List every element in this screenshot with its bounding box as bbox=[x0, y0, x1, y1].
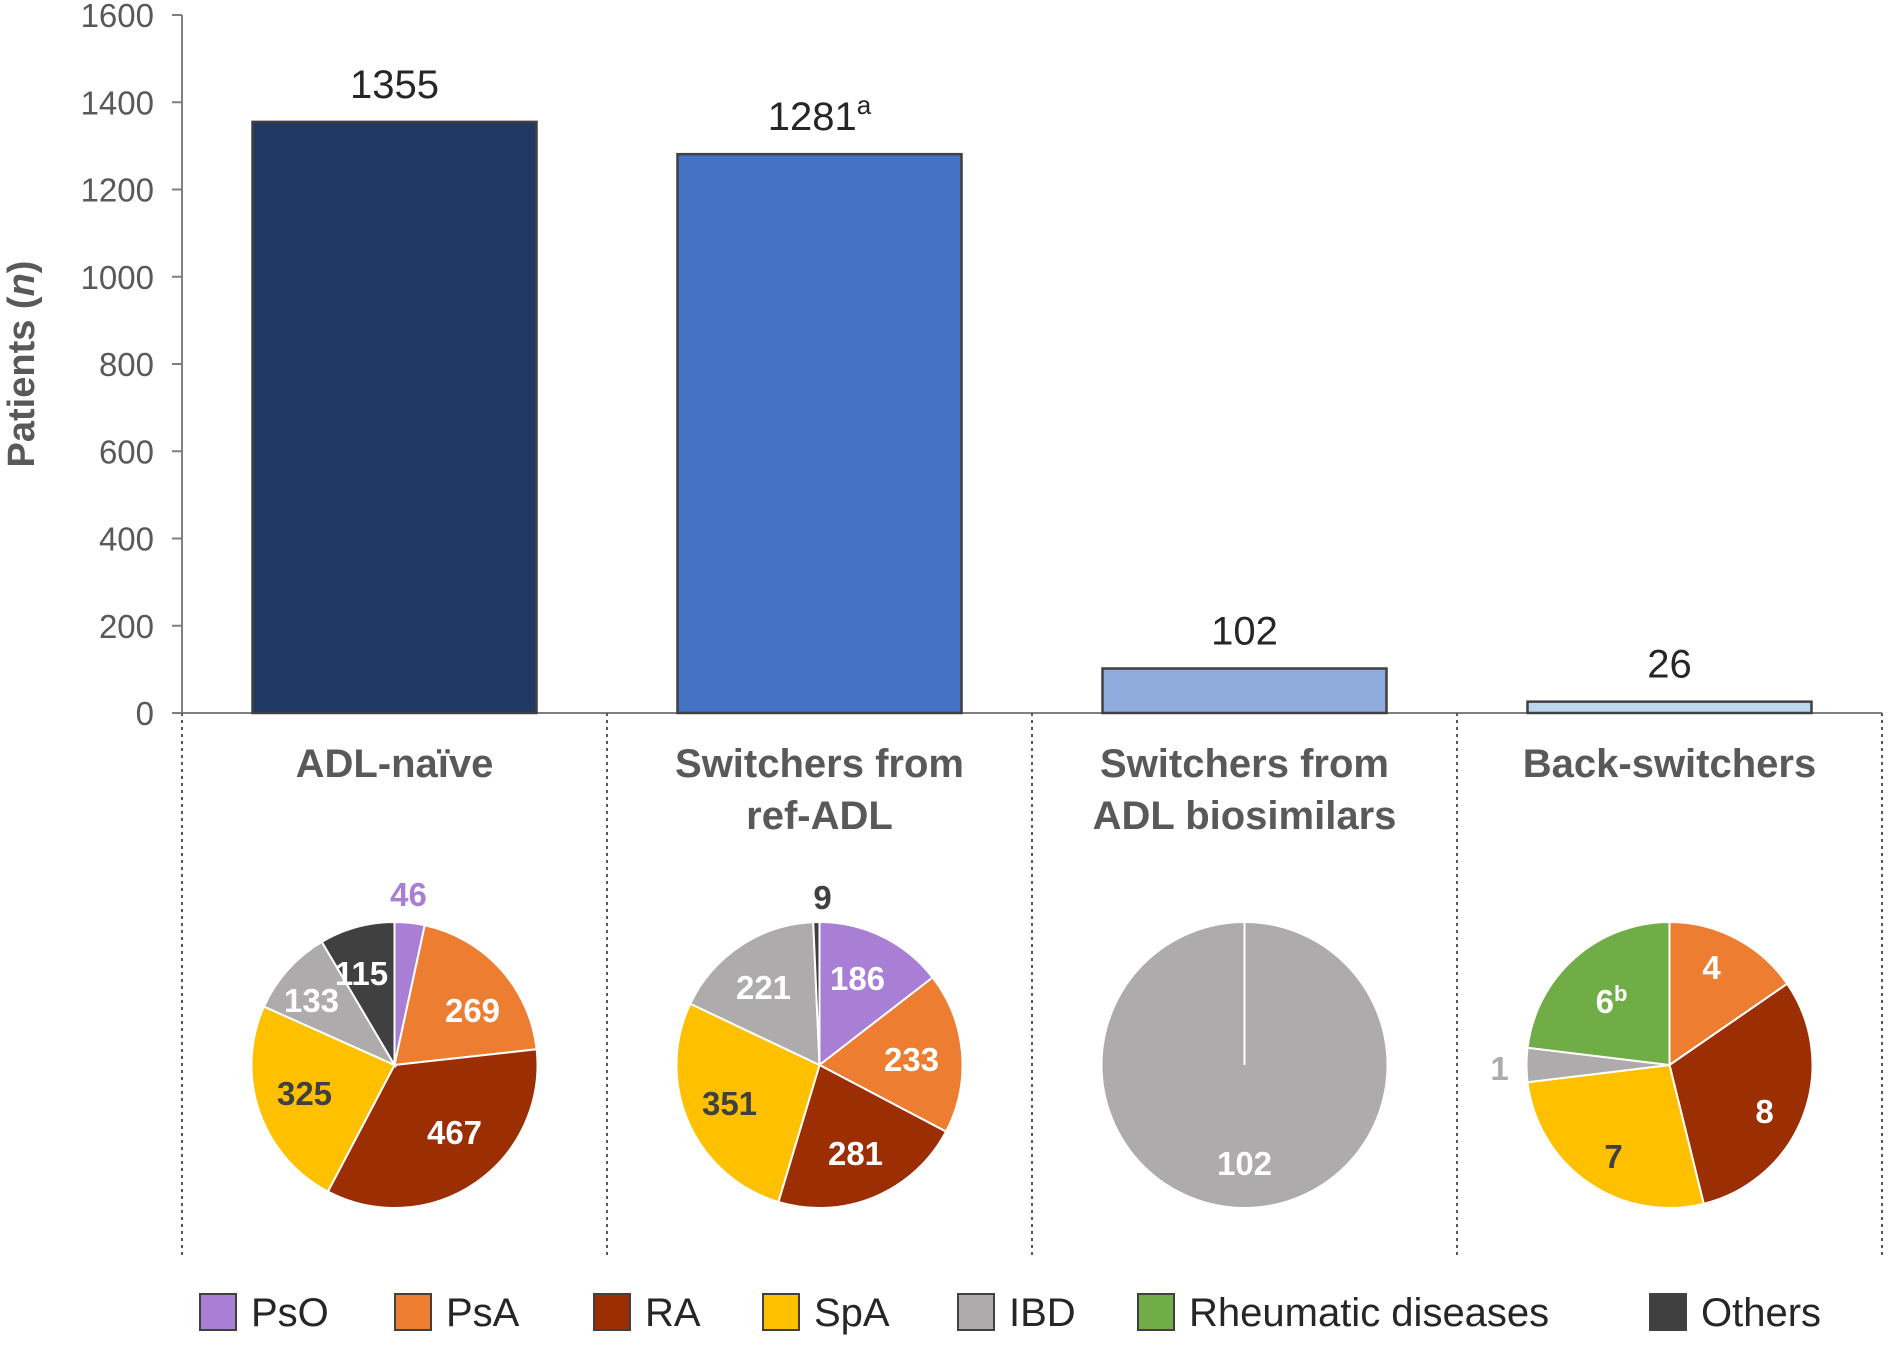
category-title: Switchers from bbox=[675, 742, 964, 786]
pie-slice bbox=[817, 976, 964, 1133]
bar-3 bbox=[1526, 700, 1813, 715]
pie-slice-label: 46 bbox=[390, 876, 427, 913]
bar-value-label: 26 bbox=[1647, 643, 1692, 687]
y-tick-label: 800 bbox=[99, 346, 154, 383]
category-title: ADL biosimilars bbox=[1093, 794, 1397, 838]
pie-slice-label: 351 bbox=[702, 1085, 757, 1122]
pie-slice-label: 133 bbox=[284, 982, 339, 1019]
bar-2 bbox=[1101, 667, 1388, 715]
pie-slice-label: 233 bbox=[884, 1041, 939, 1078]
y-axis-title: Patients (n) bbox=[1, 261, 43, 468]
y-tick-label: 0 bbox=[136, 695, 154, 732]
pie-slice bbox=[1668, 920, 1789, 1067]
pie-slice-label: 4 bbox=[1702, 949, 1721, 986]
category-title: Back-switchers bbox=[1523, 742, 1816, 786]
category-title: Switchers from bbox=[1100, 742, 1389, 786]
pie-slice-label: 221 bbox=[736, 969, 791, 1006]
pie-slice bbox=[393, 924, 538, 1067]
pie-slice bbox=[675, 1002, 821, 1204]
pie-slice bbox=[688, 921, 821, 1067]
pie-slice bbox=[320, 920, 396, 1069]
legend-swatch bbox=[1137, 1293, 1175, 1331]
pie-slice bbox=[262, 940, 397, 1068]
legend-swatch bbox=[394, 1293, 432, 1331]
pie-slice bbox=[812, 920, 821, 1066]
y-tick-label: 1600 bbox=[81, 0, 154, 34]
legend-label: Rheumatic diseases bbox=[1189, 1291, 1549, 1335]
legend-label: Others bbox=[1701, 1291, 1821, 1335]
legend-swatch bbox=[199, 1293, 237, 1331]
y-tick-label: 600 bbox=[99, 433, 154, 470]
y-tick-label: 1000 bbox=[81, 259, 154, 296]
legend-swatch bbox=[1649, 1293, 1687, 1331]
pie-slice-label: 102 bbox=[1217, 1145, 1272, 1182]
y-tick-label: 200 bbox=[99, 608, 154, 645]
pie-slice-label: 7 bbox=[1604, 1138, 1622, 1175]
legend-label: SpA bbox=[814, 1291, 890, 1335]
pie-slice-label: 281 bbox=[828, 1135, 883, 1172]
pie-slice bbox=[326, 1048, 539, 1209]
pie-slice-label: 186 bbox=[830, 960, 885, 997]
pie-slice-label: 269 bbox=[445, 992, 500, 1029]
y-tick-label: 400 bbox=[99, 521, 154, 558]
legend-swatch bbox=[957, 1293, 995, 1331]
pie-slice-label: 8 bbox=[1755, 1093, 1773, 1130]
legend-swatch bbox=[762, 1293, 800, 1331]
bar-value-label: 1355 bbox=[350, 63, 439, 107]
legend-label: PsO bbox=[251, 1291, 329, 1335]
legend-label: IBD bbox=[1009, 1291, 1076, 1335]
legend-swatch bbox=[593, 1293, 631, 1331]
pie-slice-label: 9 bbox=[813, 879, 831, 916]
pie-slice bbox=[250, 1005, 396, 1193]
y-tick-label: 1200 bbox=[81, 172, 154, 209]
pie-slice-label: 115 bbox=[335, 955, 388, 992]
bar-value-label: 102 bbox=[1211, 610, 1278, 654]
pie-slice-label: 1 bbox=[1490, 1050, 1508, 1087]
category-title: ADL-naïve bbox=[296, 742, 494, 786]
pie-slice bbox=[1526, 920, 1671, 1067]
legend-label: PsA bbox=[446, 1291, 520, 1335]
pie-slice bbox=[1668, 982, 1814, 1206]
bar-1 bbox=[676, 152, 963, 715]
legend-label: RA bbox=[645, 1291, 701, 1335]
pie-slice bbox=[777, 1063, 948, 1209]
pie-slice bbox=[1526, 1063, 1705, 1209]
y-tick-label: 1400 bbox=[81, 84, 154, 121]
pie-slice bbox=[818, 920, 935, 1068]
pie-slice-label: 467 bbox=[427, 1114, 482, 1151]
bar-0 bbox=[251, 120, 538, 715]
bar-value-label: 1281a bbox=[768, 90, 872, 139]
category-title: ref-ADL bbox=[746, 794, 893, 838]
pie-slice-label: 325 bbox=[277, 1075, 332, 1112]
